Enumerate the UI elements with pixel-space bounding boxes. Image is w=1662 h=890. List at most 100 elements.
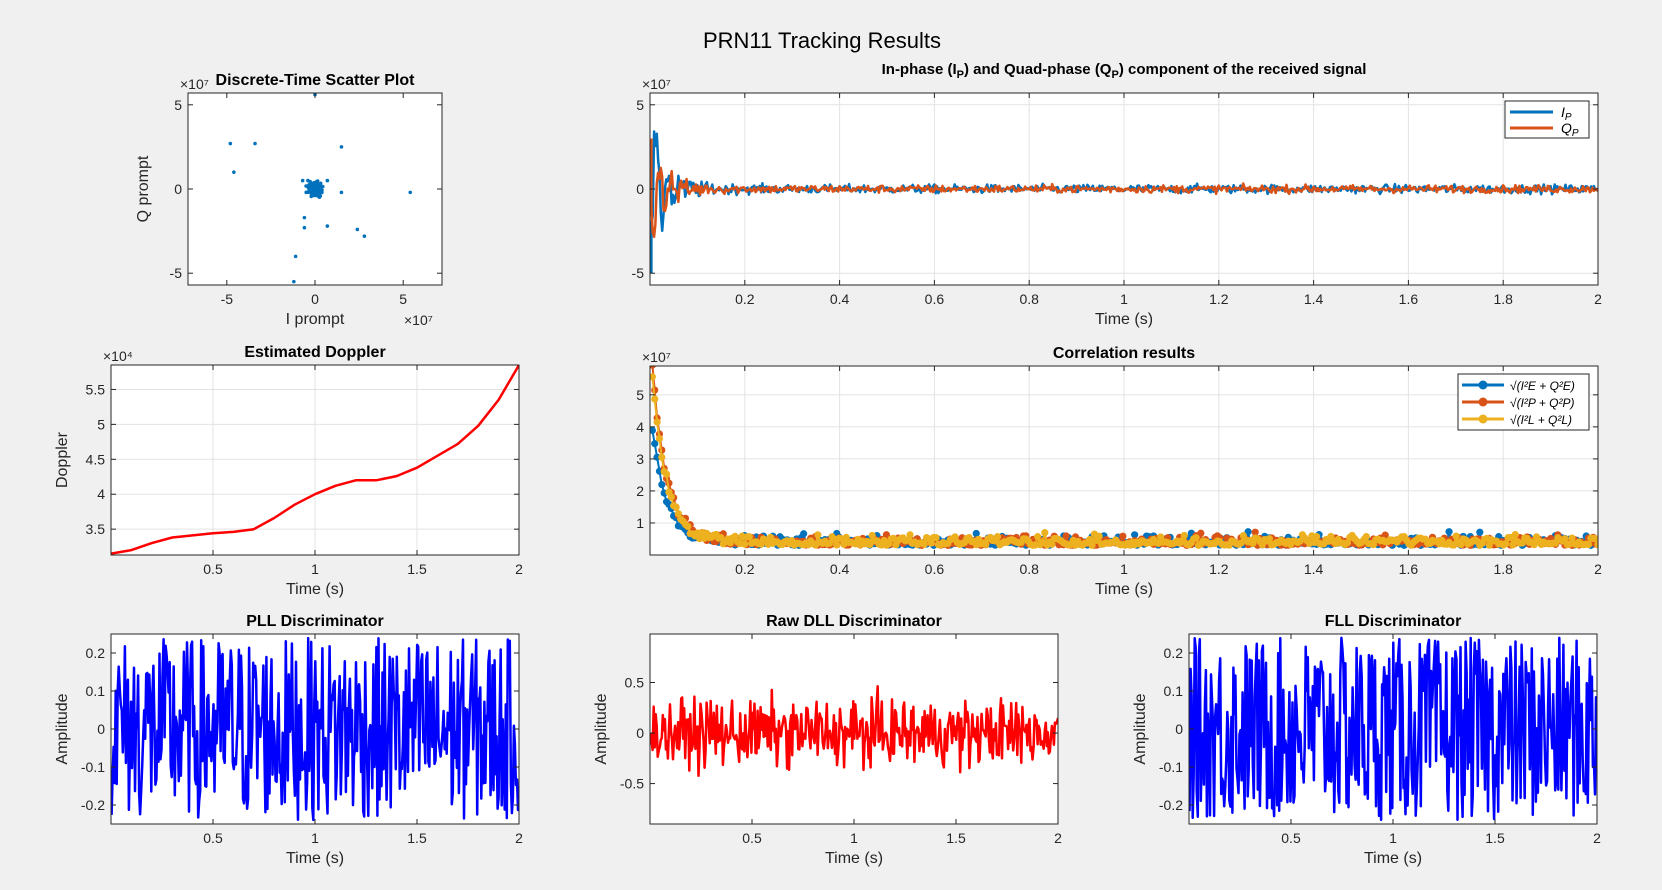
scatter-point <box>228 141 233 146</box>
corr-marker <box>972 529 980 538</box>
corr-xtick-label: 2 <box>1594 561 1602 577</box>
iq-xtick-label: 1.6 <box>1399 291 1419 307</box>
dll-data <box>650 684 1058 778</box>
dll-title: Raw DLL Discriminator <box>766 613 942 630</box>
doppler-title: Estimated Doppler <box>244 344 385 361</box>
corr-marker <box>1192 534 1200 542</box>
dll-ytick-label: 0 <box>636 725 644 741</box>
corr-ytick-label: 3 <box>636 451 644 467</box>
fll-xlabel: Time (s) <box>1364 850 1422 867</box>
doppler-data <box>111 365 519 555</box>
corr-y-exponent: ×10⁷ <box>642 349 671 365</box>
doppler-xtick-label: 0.5 <box>203 561 223 577</box>
scatter-point <box>339 145 344 149</box>
iq-xtick-label: 0.4 <box>830 291 850 307</box>
corr-xtick-label: 1 <box>1120 561 1128 577</box>
iq-xtick-label: 0.2 <box>735 291 755 307</box>
corr-xtick-label: 0.6 <box>925 561 945 577</box>
scatter-point <box>311 182 316 186</box>
doppler-ylabel: Doppler <box>54 431 71 488</box>
scatter-point <box>325 224 330 228</box>
scatter-point <box>362 234 367 238</box>
iq-legend-label-main: Q <box>1561 120 1572 136</box>
corr-marker <box>1119 532 1127 540</box>
corr-ytick-label: 2 <box>636 483 644 499</box>
fll-xtick-label: 1 <box>1389 830 1397 846</box>
corr-marker <box>800 530 808 538</box>
doppler-xtick-label: 1.5 <box>407 561 427 577</box>
corr-marker <box>1457 540 1465 549</box>
pll-title: PLL Discriminator <box>246 613 384 630</box>
scatter-x-exponent: ×10⁷ <box>404 312 433 328</box>
corr-marker <box>1180 531 1188 540</box>
iq-series-line-Q_P <box>650 138 1598 239</box>
corr-marker <box>1034 533 1042 541</box>
corr-marker <box>653 418 661 426</box>
corr-xlabel: Time (s) <box>1095 581 1153 598</box>
pll-line <box>111 636 519 822</box>
corr-marker <box>662 470 671 478</box>
scatter-xlabel: I prompt <box>286 311 345 328</box>
scatter-xtick-label: -5 <box>221 291 234 307</box>
corr-xtick-label: 0.4 <box>830 561 850 577</box>
doppler-ytick-label: 5 <box>97 416 105 432</box>
scatter-point <box>309 194 314 199</box>
scatter-point <box>315 185 319 190</box>
corr-marker <box>658 480 666 489</box>
corr-legend-marker <box>1478 397 1488 407</box>
iq-legend-label-sub: P <box>1572 128 1579 139</box>
iq-ytick-label: 5 <box>636 97 644 113</box>
corr-data <box>650 366 1598 550</box>
corr-ytick-label: 1 <box>636 515 644 531</box>
iq-xtick-label: 1.2 <box>1209 291 1229 307</box>
corr-marker <box>1249 539 1257 548</box>
fll-ylabel: Amplitude <box>1132 693 1149 764</box>
iq-title-part: ) and Quad-phase (Q <box>964 61 1112 78</box>
fll-axes: 0.5 1 1.5 2 -0.2 -0.1 0 0.1 0.2 FLL Discriminator… <box>1132 613 1601 867</box>
scatter-xtick-label: 5 <box>399 291 407 307</box>
corr-legend-label: √(I²E + Q²E) <box>1510 379 1575 393</box>
scatter-point <box>300 178 305 183</box>
corr-xtick-label: 0.2 <box>735 561 755 577</box>
iq-ytick-label: -5 <box>632 265 645 281</box>
scatter-point <box>253 141 257 146</box>
iq-xtick-label: 0.6 <box>925 291 945 307</box>
scatter-point <box>318 181 323 186</box>
iq-axes: 0.2 0.4 0.6 0.8 1 1.2 1.4 1.6 1.8 2 -5 0 5 ×10⁷ In-pha… <box>632 61 1603 328</box>
corr-marker <box>1197 529 1205 537</box>
corr-marker <box>1088 541 1096 549</box>
doppler-xtick-label: 1 <box>311 561 319 577</box>
doppler-xlabel: Time (s) <box>286 581 344 598</box>
corr-ytick-label: 4 <box>636 419 644 435</box>
iq-legend-box <box>1504 100 1590 139</box>
scatter-point <box>313 191 318 196</box>
corr-marker <box>1452 532 1460 540</box>
corr-title: Correlation results <box>1053 345 1195 362</box>
corr-marker <box>951 533 959 541</box>
scatter-point <box>339 190 344 195</box>
scatter-point <box>307 183 311 187</box>
corr-axes: 0.2 0.4 0.6 0.8 1 1.2 1.4 1.6 1.8 2 1 2 3 4 5 ×10⁷ Corre… <box>636 345 1602 598</box>
corr-marker <box>1362 533 1370 541</box>
scatter-point <box>315 182 320 186</box>
iq-data <box>650 130 1598 274</box>
corr-xtick-label: 1.6 <box>1399 561 1419 577</box>
corr-marker <box>1086 535 1094 544</box>
scatter-ytick-label: -5 <box>170 265 183 281</box>
corr-ytick-label: 5 <box>636 387 644 403</box>
corr-marker <box>927 539 935 547</box>
scatter-point <box>293 254 298 259</box>
corr-marker <box>1131 531 1139 539</box>
fll-xtick-label: 2 <box>1593 830 1601 846</box>
doppler-xtick-label: 2 <box>515 561 523 577</box>
pll-ylabel: Amplitude <box>54 693 71 764</box>
corr-marker <box>1265 535 1273 543</box>
dll-xtick-label: 0.5 <box>742 830 762 846</box>
corr-marker <box>932 534 940 542</box>
scatter-point <box>325 178 330 183</box>
iq-xtick-label: 1.4 <box>1304 291 1324 307</box>
dll-xtick-label: 1.5 <box>946 830 966 846</box>
corr-marker <box>1041 529 1049 537</box>
corr-marker <box>651 395 659 403</box>
